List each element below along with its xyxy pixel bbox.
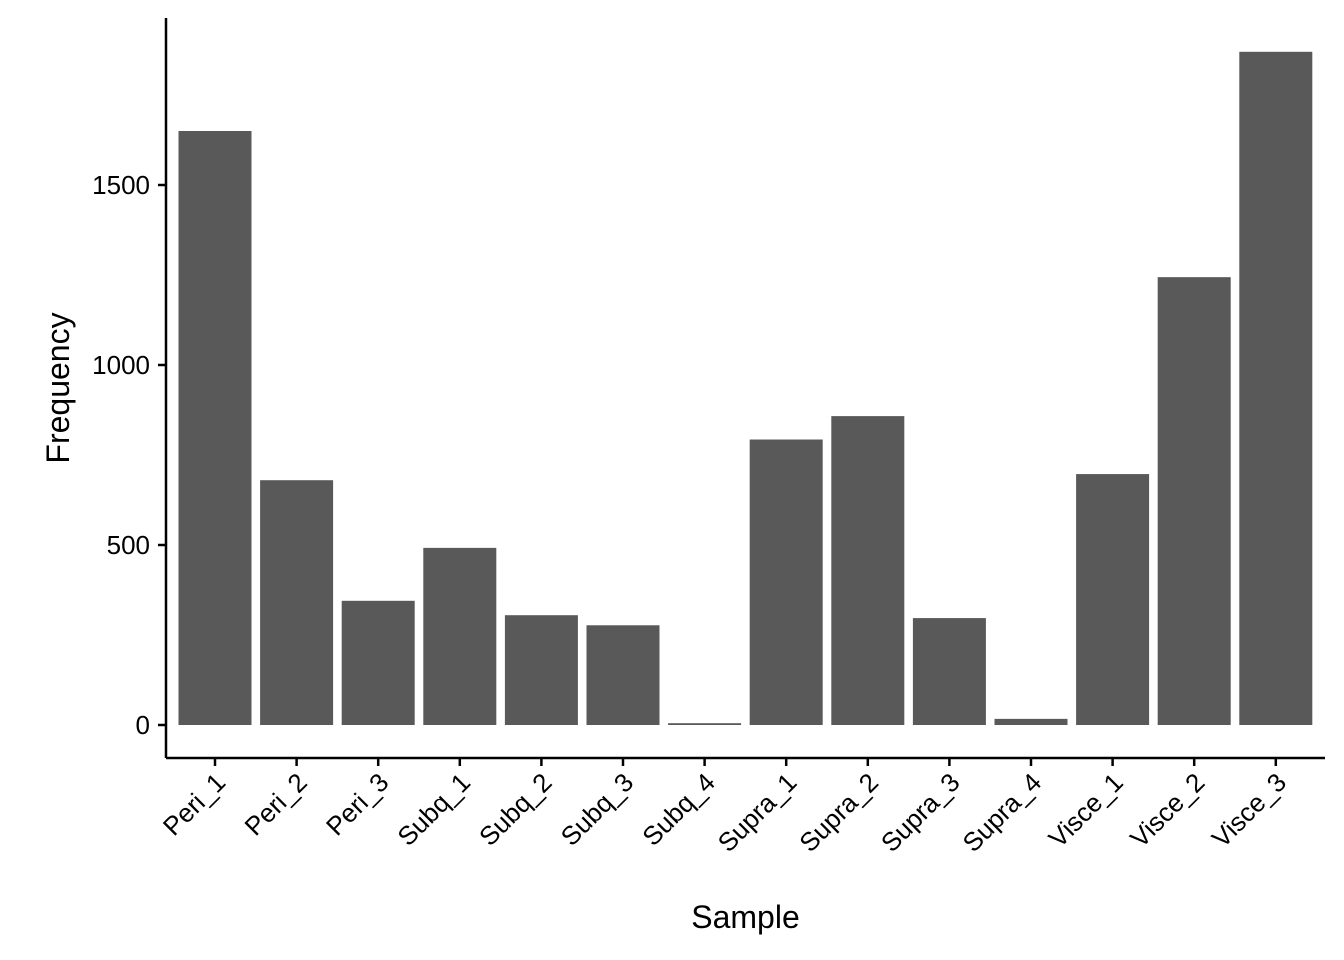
bar-subq-3 [586, 625, 660, 725]
bar-visce-3 [1239, 51, 1313, 726]
y-axis-title: Frequency [40, 312, 76, 463]
x-tick-label: Peri_2 [238, 767, 312, 841]
y-tick-label: 500 [107, 530, 150, 560]
bar-peri-2 [260, 480, 334, 725]
bar-supra-3 [912, 618, 986, 725]
x-tick-label: Supra_3 [875, 767, 966, 858]
bar-visce-1 [1076, 474, 1150, 725]
x-tick-label: Supra_1 [712, 767, 803, 858]
x-axis-ticks: Peri_1 Peri_2 Peri_3Subq_1Subq_2Subq_3Subq… [157, 758, 1292, 858]
x-tick-label: Visce_1 [1043, 767, 1129, 853]
x-axis-title: Sample [691, 899, 800, 935]
y-tick-label: 1000 [92, 350, 150, 380]
x-tick-label: Supra_4 [957, 767, 1048, 858]
x-tick-label: Subq_1 [391, 767, 476, 852]
bar-supra-4 [994, 718, 1068, 725]
bar-subq-1 [423, 547, 497, 725]
x-tick-label: Visce_3 [1206, 767, 1292, 853]
x-tick-label: Supra_2 [793, 767, 884, 858]
y-axis-ticks: 0 500 1000 1500 [92, 170, 166, 740]
y-tick-label: 0 [136, 710, 150, 740]
bar-peri-1 [178, 131, 252, 725]
x-tick-label: Subq_4 [636, 767, 721, 852]
bar-subq-2 [504, 615, 578, 725]
bar-visce-2 [1157, 277, 1231, 725]
x-tick-label: Peri_1 [157, 767, 231, 841]
bar-supra-2 [831, 416, 905, 725]
x-tick-label: Visce_2 [1124, 767, 1210, 853]
x-tick-label: Subq_3 [555, 767, 640, 852]
x-tick-label: Subq_2 [473, 767, 558, 852]
bar-subq-4 [668, 723, 742, 725]
x-tick-label: Peri_3 [320, 767, 394, 841]
bar-peri-3 [341, 600, 415, 725]
bars-group [178, 51, 1313, 726]
y-tick-label: 1500 [92, 170, 150, 200]
bar-supra-1 [749, 439, 823, 725]
